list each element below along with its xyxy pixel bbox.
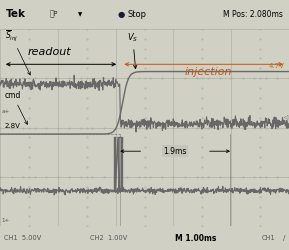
Text: ▼: ▼ <box>78 12 82 17</box>
Text: CH1  5.00V: CH1 5.00V <box>4 235 41 241</box>
Text: Tek: Tek <box>6 9 26 20</box>
Text: $V_S$: $V_S$ <box>127 32 138 68</box>
Text: Stop: Stop <box>128 10 147 19</box>
Text: M 1.00ms: M 1.00ms <box>175 234 216 242</box>
Text: /: / <box>283 235 285 241</box>
Text: M Pos: 2.080ms: M Pos: 2.080ms <box>223 10 283 19</box>
Text: 2.8V: 2.8V <box>5 123 21 129</box>
Text: a+: a+ <box>1 109 10 114</box>
Text: CH2  1.00V: CH2 1.00V <box>90 235 127 241</box>
Text: ◁: ◁ <box>283 115 287 120</box>
Text: $\overline{S}_{inj}$: $\overline{S}_{inj}$ <box>5 28 30 75</box>
Text: readout: readout <box>27 48 71 58</box>
Text: injection: injection <box>184 67 232 77</box>
Text: cmd: cmd <box>5 91 27 124</box>
Text: 1+: 1+ <box>1 218 10 223</box>
Text: ●: ● <box>118 10 125 19</box>
Text: 1.9ms: 1.9ms <box>164 147 187 156</box>
Text: CH1: CH1 <box>261 235 275 241</box>
Text: 4.7V: 4.7V <box>268 62 284 68</box>
Text: ⎍ᴘ: ⎍ᴘ <box>50 9 59 18</box>
